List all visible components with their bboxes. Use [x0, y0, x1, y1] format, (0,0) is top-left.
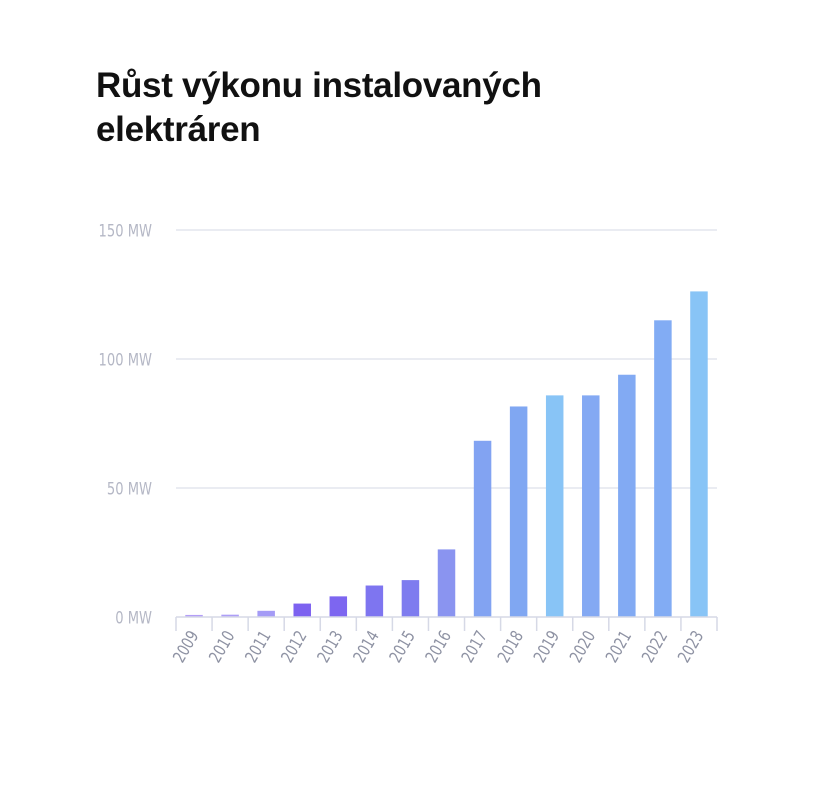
bar-2019 — [545, 395, 564, 617]
x-tick-label: 2010 — [205, 627, 239, 666]
bar-2020 — [582, 395, 600, 617]
y-tick-label: 0 MW — [115, 608, 152, 628]
x-tick-label: 2017 — [457, 627, 491, 666]
bar-2014 — [365, 585, 384, 617]
chart-title-line-1: Růst výkonu instalovaných — [96, 66, 542, 105]
x-tick-label: 2015 — [385, 627, 419, 666]
bar-2010 — [221, 614, 239, 617]
x-tick-label: 2013 — [313, 627, 347, 666]
x-tick-label: 2018 — [493, 627, 527, 666]
y-tick-label: 150 MW — [99, 221, 152, 241]
x-tick-label: 2009 — [169, 627, 203, 666]
x-tick-label: 2016 — [421, 627, 455, 666]
grid-lines — [176, 229, 717, 489]
y-axis-ticks: 0 MW 50 MW 100 MW 150 MW — [99, 221, 152, 628]
bar-2021 — [618, 374, 636, 617]
chart-title-line-2: elektráren — [96, 110, 261, 149]
x-tick-label: 2020 — [566, 627, 600, 666]
bar-2022 — [654, 320, 672, 617]
x-tick-label: 2014 — [349, 627, 383, 666]
bar-2016 — [437, 549, 456, 617]
x-tick-label: 2011 — [241, 627, 275, 666]
bar-2017 — [473, 440, 492, 617]
bar-2018 — [509, 406, 528, 617]
bar-2023 — [690, 291, 708, 617]
bar-2009 — [185, 614, 203, 617]
bar-2013 — [329, 596, 348, 617]
bar-2015 — [401, 580, 420, 617]
y-tick-label: 100 MW — [99, 350, 152, 370]
chart-title: Růst výkonu instalovaných elektráren — [96, 64, 716, 152]
x-axis — [175, 616, 718, 631]
bar-2011 — [257, 610, 275, 617]
x-tick-label: 2021 — [602, 627, 636, 666]
x-axis-ticks: 2009 2010 2011 2012 2013 2014 2015 2016 2017 2018… — [169, 627, 708, 666]
x-tick-label: 2023 — [674, 627, 708, 666]
x-tick-label: 2019 — [529, 627, 563, 666]
bar-2012 — [293, 603, 311, 617]
y-tick-label: 50 MW — [107, 479, 152, 499]
x-tick-label: 2012 — [277, 627, 311, 666]
bars — [185, 291, 708, 617]
x-tick-label: 2022 — [638, 627, 672, 666]
